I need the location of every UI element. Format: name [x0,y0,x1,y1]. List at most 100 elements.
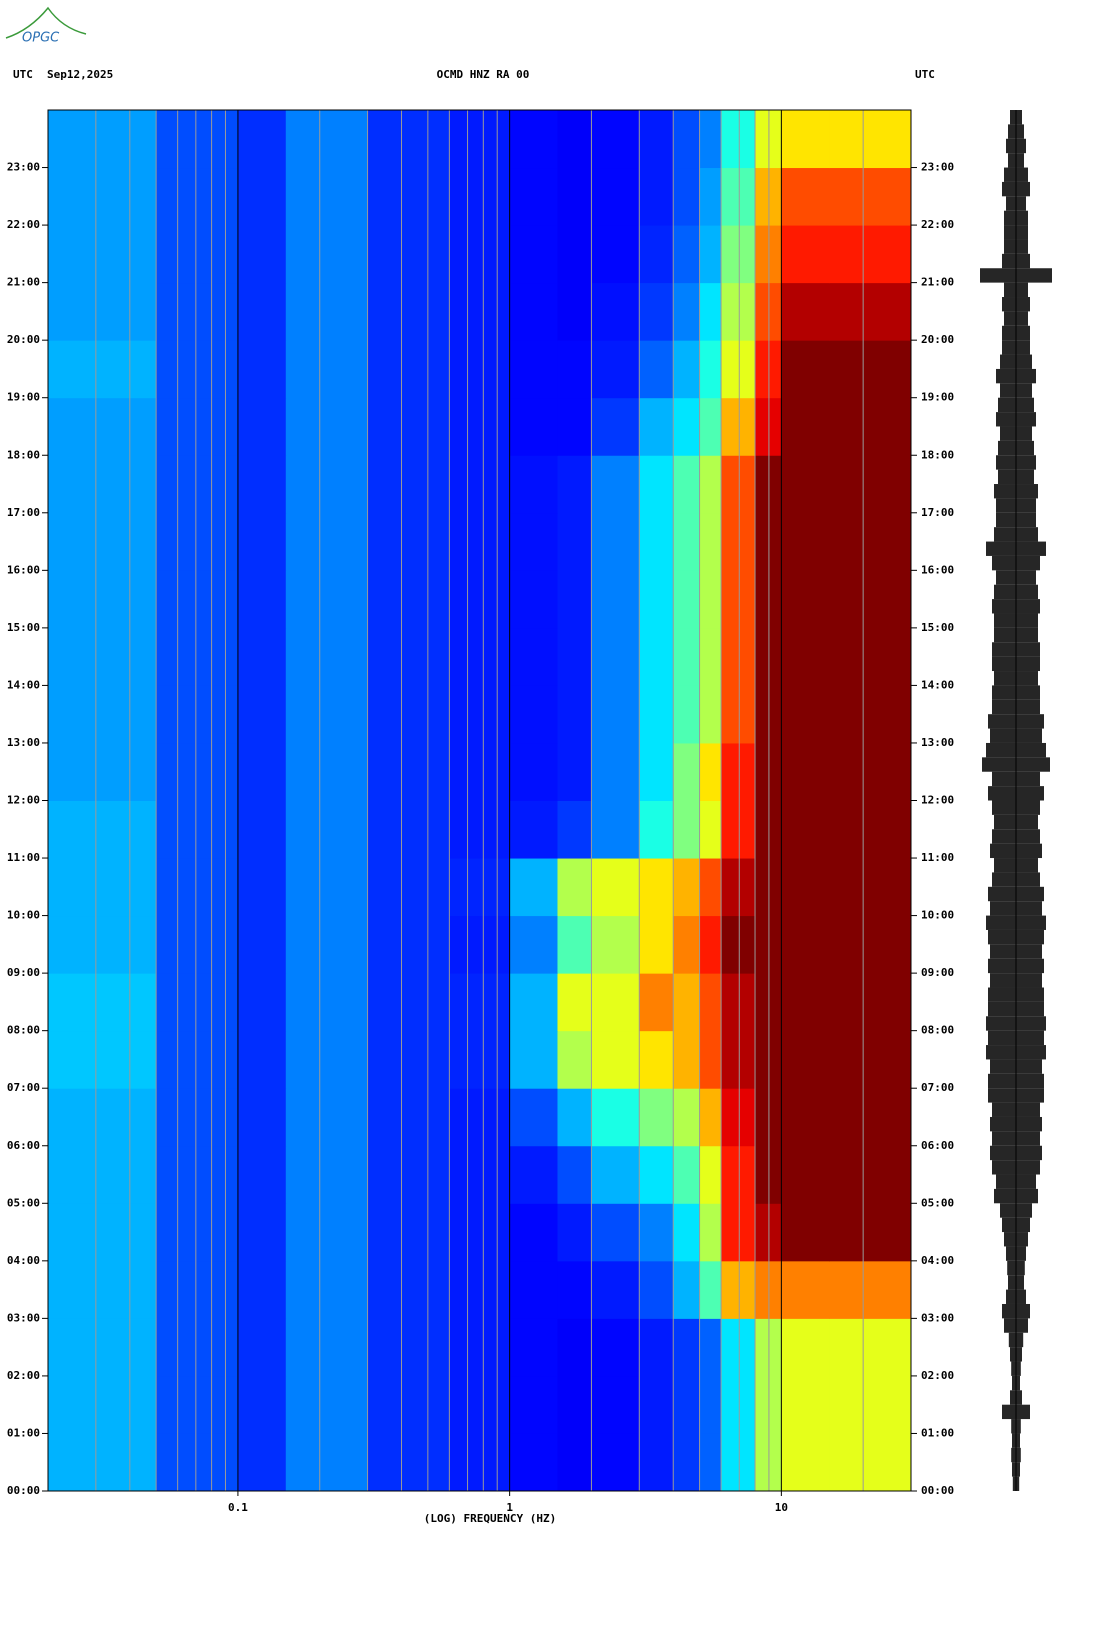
trace-sample [1010,110,1022,125]
cell [237,1318,287,1377]
trace-sample [992,555,1040,571]
cell [721,1030,756,1089]
trace-sample [1000,354,1032,369]
cell [673,110,701,169]
cell [721,167,756,226]
cell [367,512,450,571]
cell [721,742,756,801]
cell [829,1260,912,1319]
cell [639,282,674,341]
cell [557,627,592,686]
trace-sample [1002,1303,1030,1319]
y-tick-label: 16:00 [921,563,954,576]
cell [557,340,592,399]
trace-sample [1002,253,1030,269]
y-tick-label: 22:00 [7,218,40,231]
cell [639,512,674,571]
trace-sample [992,1131,1040,1146]
cell [721,282,756,341]
grid [95,110,864,1491]
cell [639,742,674,801]
cell [557,282,592,341]
cell [781,397,830,456]
trace-sample [1012,1462,1020,1477]
y-tick-label: 14:00 [7,678,40,691]
trace-sample [1000,1203,1032,1218]
trace-sample [994,584,1038,600]
trace-sample [1008,1332,1024,1348]
cell [557,685,592,744]
cell [781,167,830,226]
cell [673,627,701,686]
cell [509,1203,558,1262]
y-tick-label: 07:00 [921,1081,954,1094]
y-tick-label: 19:00 [921,391,954,404]
logo-mark [5,6,87,39]
y-tick-label: 00:00 [921,1484,954,1497]
cell [367,685,450,744]
cell [639,1030,674,1089]
left-label: UTC [13,68,33,81]
cell [237,282,287,341]
cell [48,1145,157,1204]
cell [48,1030,157,1089]
cell [449,512,511,571]
cell [449,742,511,801]
cell [509,1375,558,1434]
trace-sample [986,915,1046,930]
trace-sample [1002,1217,1030,1233]
cell [699,1260,722,1319]
cell [509,225,558,284]
cell [509,397,558,456]
y-tick-label: 21:00 [921,276,954,289]
cell [781,512,830,571]
y-tick-label: 06:00 [921,1139,954,1152]
cell [237,1145,287,1204]
cell [48,397,157,456]
cell [721,858,756,917]
cell [673,167,701,226]
cell [367,167,450,226]
cell [591,800,640,859]
cell [285,512,369,571]
cell [639,858,674,917]
cell [591,1318,640,1377]
cell [591,512,640,571]
cell [237,340,287,399]
trace-sample [986,1045,1046,1060]
cell [639,973,674,1032]
y-tick-label: 09:00 [921,966,954,979]
y-tick-label: 01:00 [7,1426,40,1439]
cell [781,685,830,744]
cell [829,110,912,169]
trace-sample [990,973,1042,988]
cell [285,282,369,341]
cell [781,455,830,514]
cell [156,685,239,744]
cell [591,455,640,514]
cell [237,1030,287,1089]
cell [285,1088,369,1147]
cell [699,225,722,284]
trace-sample [1007,1260,1025,1276]
cell [721,685,756,744]
cell [48,167,157,226]
cell [673,1433,701,1492]
cell [781,1203,830,1262]
cell [639,1145,674,1204]
cell [673,742,701,801]
y-tick-label: 20:00 [921,333,954,346]
cell [449,455,511,514]
cell [367,1203,450,1262]
cell [237,225,287,284]
cell [367,800,450,859]
cell [721,340,756,399]
cell [721,1433,756,1492]
trace-sample [996,368,1036,384]
cell [367,110,450,169]
cell [781,225,830,284]
cell [509,800,558,859]
y-tick-label: 21:00 [7,276,40,289]
cell [829,1145,912,1204]
cell [591,915,640,974]
